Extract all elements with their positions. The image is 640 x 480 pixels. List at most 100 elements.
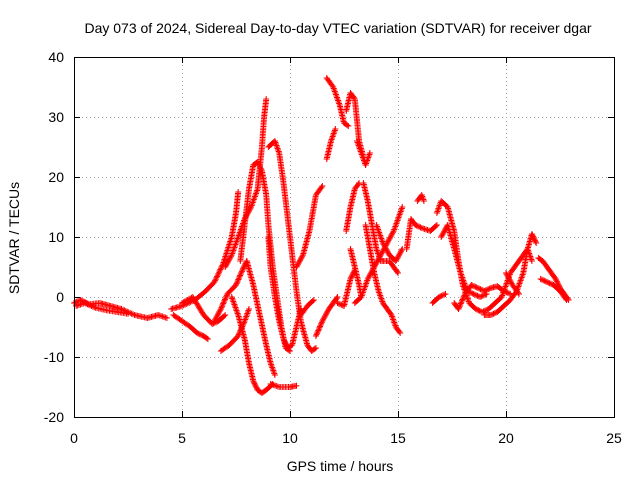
data-point	[486, 285, 493, 292]
data-point	[470, 291, 477, 297]
x-tick-label: 5	[178, 430, 186, 446]
data-point	[545, 279, 552, 286]
data-point	[211, 318, 218, 324]
series-arc13	[265, 138, 319, 354]
data-point	[257, 165, 264, 172]
data-point	[441, 228, 448, 235]
data-point	[387, 310, 394, 317]
data-point	[364, 276, 371, 282]
data-point	[234, 277, 241, 284]
data-point	[414, 223, 421, 230]
data-point	[85, 301, 92, 308]
data-point	[473, 292, 480, 299]
data-point	[491, 310, 498, 317]
data-point	[333, 295, 340, 302]
series-arc39	[537, 276, 570, 303]
data-point	[88, 303, 95, 309]
series-arc28	[373, 222, 406, 264]
data-point	[460, 293, 467, 300]
data-point	[222, 295, 229, 302]
data-point	[473, 284, 480, 291]
data-point	[213, 314, 220, 320]
data-point	[432, 223, 439, 229]
data-point	[253, 384, 260, 391]
data-point	[383, 246, 390, 253]
data-point	[238, 269, 245, 276]
data-point	[355, 181, 362, 188]
data-point	[481, 288, 488, 294]
data-point	[299, 253, 306, 260]
series-arc26	[360, 180, 401, 276]
data-point	[263, 96, 270, 102]
data-point	[211, 279, 218, 285]
data-point	[485, 286, 492, 293]
data-point	[255, 160, 262, 167]
data-point	[469, 282, 476, 289]
data-point	[221, 297, 228, 304]
data-point	[395, 254, 401, 260]
data-point	[215, 270, 222, 277]
series-arc9	[228, 294, 276, 396]
data-point	[396, 328, 403, 335]
series-arc38	[535, 255, 572, 303]
data-point	[384, 248, 391, 254]
data-point	[281, 337, 288, 344]
data-point	[323, 311, 329, 318]
data-point	[484, 286, 490, 293]
data-point	[250, 378, 257, 384]
data-point	[458, 273, 465, 279]
data-point	[329, 82, 336, 89]
data-point	[503, 270, 509, 276]
data-point	[237, 271, 244, 278]
x-tick-label: 20	[498, 430, 514, 446]
data-point	[204, 336, 211, 342]
series-arc23	[343, 180, 363, 234]
data-point	[314, 328, 321, 335]
data-point	[393, 256, 400, 263]
data-point	[309, 298, 316, 304]
x-tick-label: 25	[606, 430, 622, 446]
data-point	[214, 273, 221, 280]
data-point	[233, 280, 240, 287]
data-point	[533, 240, 540, 246]
data-point	[217, 266, 224, 273]
data-point	[528, 258, 535, 264]
data-point	[318, 319, 325, 326]
data-point	[196, 331, 203, 338]
data-point	[387, 233, 394, 240]
data-point	[365, 153, 372, 159]
data-point	[477, 294, 484, 300]
data-point	[547, 280, 554, 287]
data-point	[347, 276, 354, 282]
data-point	[216, 267, 223, 274]
data-point	[506, 276, 513, 283]
data-point	[441, 227, 448, 234]
data-point	[312, 345, 319, 351]
data-point	[293, 264, 300, 270]
data-point	[312, 333, 319, 339]
y-tick-label: -10	[44, 349, 64, 365]
data-point	[416, 223, 423, 230]
data-point	[365, 274, 372, 281]
series-arc25	[354, 138, 373, 168]
data-point	[225, 257, 232, 264]
data-point	[222, 296, 228, 303]
data-point	[222, 312, 229, 318]
data-point	[294, 262, 301, 269]
data-point	[442, 291, 449, 297]
x-tick-labels: 0 5 10 15 20 25	[70, 430, 622, 446]
data-point	[506, 290, 512, 297]
data-point	[528, 231, 535, 237]
series-arc8	[222, 96, 270, 270]
series-arc2	[73, 300, 131, 317]
data-point	[224, 260, 231, 266]
data-point	[541, 277, 548, 284]
data-point	[439, 292, 446, 299]
y-tick-label: 20	[48, 169, 64, 185]
data-point	[222, 264, 229, 270]
y-tick-label: 10	[48, 229, 64, 245]
data-point	[395, 270, 401, 276]
data-point	[468, 282, 475, 288]
data-point	[216, 269, 223, 276]
data-point	[237, 272, 244, 279]
